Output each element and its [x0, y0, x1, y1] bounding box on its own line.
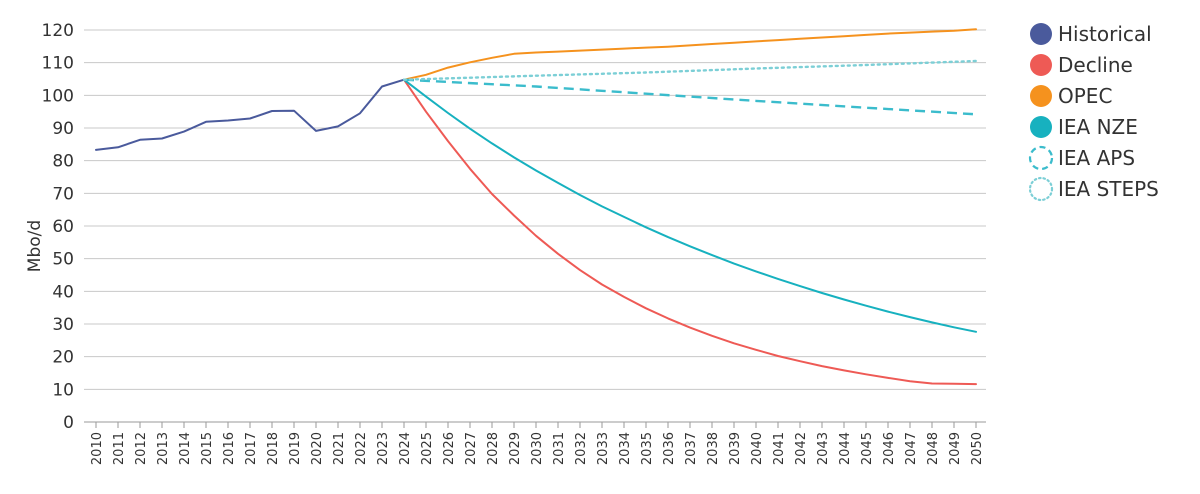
- x-tick-label: 2029: [508, 432, 523, 465]
- series-line-iea-steps: [402, 59, 978, 81]
- legend-marker-decline: [1030, 54, 1052, 76]
- y-tick-label: 70: [52, 184, 74, 204]
- legend-item-opec: OPEC: [1030, 84, 1112, 108]
- y-tick-label: 80: [52, 152, 74, 172]
- legend-marker-opec: [1030, 85, 1052, 107]
- legend-label: OPEC: [1058, 84, 1112, 108]
- x-tick-label: 2046: [882, 432, 897, 465]
- x-tick-label: 2050: [970, 432, 985, 465]
- x-tick-label: 2015: [200, 432, 215, 465]
- legend-item-iea-steps: IEA STEPS: [1028, 176, 1159, 202]
- x-tick-label: 2023: [376, 432, 391, 465]
- legend-item-iea-aps: IEA APS: [1028, 145, 1135, 171]
- x-tick-label: 2040: [750, 432, 765, 465]
- x-tick-label: 2012: [134, 432, 149, 465]
- legend-marker-iea-nze: [1030, 116, 1052, 138]
- series-line-opec: [403, 28, 977, 81]
- y-tick-label: 10: [52, 380, 74, 400]
- x-tick-label: 2037: [684, 432, 699, 465]
- legend: Historical Decline OPEC IEA NZE IEA APS IEA S…: [1028, 22, 1159, 202]
- x-tick-label: 2038: [706, 432, 721, 465]
- x-tick-label: 2043: [816, 432, 831, 465]
- x-tick-label: 2027: [464, 432, 479, 465]
- gridlines: [84, 29, 986, 423]
- x-tick-label: 2041: [772, 432, 787, 465]
- x-tick-label: 2030: [530, 432, 545, 465]
- x-axis-ticks: 2010 2011 2012 2013 2014 2015 2016 2017 2018 2019…: [90, 422, 985, 465]
- legend-label: Historical: [1058, 22, 1152, 46]
- x-tick-label: 2010: [90, 432, 105, 465]
- legend-label: IEA NZE: [1058, 115, 1138, 139]
- x-tick-label: 2049: [948, 432, 963, 465]
- legend-label: Decline: [1058, 53, 1133, 77]
- legend-marker-iea-steps: [1028, 176, 1054, 202]
- x-tick-label: 2034: [618, 432, 633, 465]
- x-tick-label: 2047: [904, 432, 919, 465]
- x-tick-label: 2018: [266, 432, 281, 465]
- x-tick-label: 2013: [156, 432, 171, 465]
- series-line-decline: [403, 78, 977, 386]
- x-tick-label: 2011: [112, 432, 127, 465]
- legend-label: IEA APS: [1058, 146, 1135, 170]
- y-axis-label: Mbo/d: [25, 220, 45, 272]
- x-tick-label: 2019: [288, 432, 303, 465]
- series-line-iea-aps: [403, 78, 977, 116]
- x-tick-label: 2039: [728, 432, 743, 465]
- y-tick-label: 50: [52, 250, 74, 270]
- x-tick-label: 2026: [442, 432, 457, 465]
- y-tick-label: 90: [52, 119, 74, 139]
- y-tick-label: 60: [52, 217, 74, 237]
- legend-label: IEA STEPS: [1058, 177, 1159, 201]
- series-line-historical: [95, 78, 405, 151]
- x-tick-label: 2032: [574, 432, 589, 465]
- x-tick-label: 2035: [640, 432, 655, 465]
- x-tick-label: 2024: [398, 432, 413, 465]
- x-tick-label: 2022: [354, 432, 369, 465]
- y-tick-label: 40: [52, 282, 74, 302]
- x-tick-label: 2044: [838, 432, 853, 465]
- legend-item-historical: Historical: [1030, 22, 1152, 46]
- legend-marker-iea-aps: [1028, 145, 1054, 171]
- legend-item-decline: Decline: [1030, 53, 1133, 77]
- x-tick-label: 2016: [222, 432, 237, 465]
- x-tick-label: 2042: [794, 432, 809, 465]
- y-tick-label: 120: [42, 21, 74, 41]
- x-tick-label: 2045: [860, 432, 875, 465]
- x-tick-label: 2017: [244, 432, 259, 465]
- legend-item-iea-nze: IEA NZE: [1030, 115, 1138, 139]
- x-tick-label: 2028: [486, 432, 501, 465]
- x-tick-label: 2036: [662, 432, 677, 465]
- y-tick-label: 30: [52, 315, 74, 335]
- y-axis-ticks: 0 10 20 30 40 50 60 70 80 90 100 110 120: [42, 21, 74, 433]
- y-tick-label: 110: [42, 54, 74, 74]
- x-tick-label: 2031: [552, 432, 567, 465]
- x-tick-label: 2048: [926, 432, 941, 465]
- x-tick-label: 2025: [420, 432, 435, 465]
- series-line-iea-nze: [403, 78, 977, 333]
- y-tick-label: 100: [42, 86, 74, 106]
- x-tick-label: 2033: [596, 432, 611, 465]
- x-tick-label: 2020: [310, 432, 325, 465]
- y-tick-label: 0: [63, 413, 74, 433]
- legend-marker-historical: [1030, 23, 1052, 45]
- y-tick-label: 20: [52, 348, 74, 368]
- x-tick-label: 2014: [178, 432, 193, 465]
- series-lines: [95, 28, 978, 386]
- x-tick-label: 2021: [332, 432, 347, 465]
